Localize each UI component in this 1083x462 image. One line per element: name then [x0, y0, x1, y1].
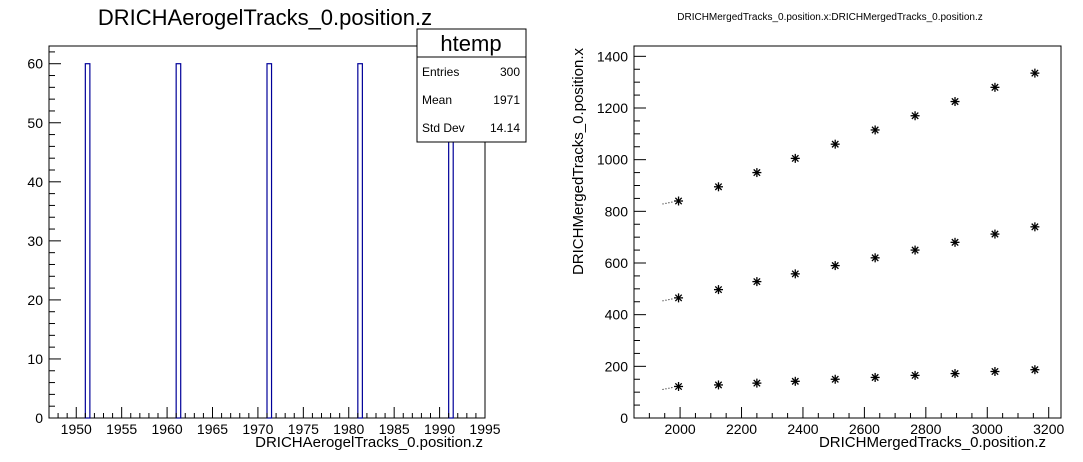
scatter-points [662, 68, 1040, 391]
histogram-y-tick-label: 40 [27, 174, 43, 190]
histogram-x-axis: 1950 1955 1960 1965 1970 1975 1980 1985 1990 1995 [48, 407, 501, 437]
scatter-point-s0-8 [990, 82, 1000, 92]
histogram-bar-1 [175, 63, 182, 419]
scatter-point-s0-7 [950, 97, 960, 107]
scatter-point-s2-0 [674, 381, 684, 391]
histogram-bar-2 [266, 63, 273, 419]
histogram-pad: DRICHAerogelTracks_0.position.z 1950 1955… [27, 5, 527, 451]
stats-stddev-label: Std Dev [422, 121, 465, 135]
histogram-bar-3 [357, 63, 363, 419]
scatter-point-s2-7 [950, 369, 960, 379]
scatter-x-tick-label: 3200 [1033, 421, 1064, 437]
scatter-y-tick-label: 400 [605, 307, 629, 323]
scatter-y-tick-label: 200 [605, 358, 629, 374]
scatter-point-s1-0 [674, 293, 684, 303]
histogram-x-tick-label: 1960 [152, 421, 183, 437]
scatter-y-axis-label: DRICHMergedTracks_0.position.x [570, 48, 587, 276]
histogram-y-tick-label: 60 [27, 56, 43, 72]
histogram-x-tick-label: 1980 [333, 421, 364, 437]
scatter-point-s1-5 [870, 253, 880, 263]
scatter-point-s1-9 [1030, 222, 1040, 232]
scatter-point-s0-2 [752, 168, 762, 178]
scatter-point-s1-4 [830, 261, 840, 271]
scatter-point-s1-7 [950, 237, 960, 247]
histogram-x-tick-label: 1955 [106, 421, 137, 437]
scatter-title: DRICHMergedTracks_0.position.x:DRICHMerg… [677, 12, 982, 23]
histogram-x-tick-label: 1975 [288, 421, 319, 437]
scatter-point-s0-9 [1030, 68, 1040, 78]
scatter-frame [633, 45, 1062, 419]
scatter-point-s2-9 [1030, 365, 1040, 375]
histogram-x-tick-label: 1950 [61, 421, 92, 437]
scatter-point-s1-8 [990, 229, 1000, 239]
histogram-bar-0 [84, 63, 91, 419]
histogram-x-axis-label: DRICHAerogelTracks_0.position.z [255, 434, 483, 451]
scatter-point-s2-3 [790, 376, 800, 386]
scatter-point-s0-6 [910, 111, 920, 121]
scatter-point-s2-6 [910, 370, 920, 380]
scatter-x-tick-label: 2400 [787, 421, 818, 437]
histogram-y-tick-label: 0 [35, 410, 43, 426]
scatter-y-tick-label: 800 [605, 203, 629, 219]
scatter-trail-0 [662, 201, 673, 205]
scatter-point-s0-5 [870, 125, 880, 135]
scatter-point-s1-2 [752, 277, 762, 287]
scatter-y-tick-label: 1200 [597, 100, 628, 116]
scatter-point-s2-8 [990, 367, 1000, 376]
stats-box: htemp Entries 300 Mean 1971 Std Dev 14.1… [416, 28, 527, 143]
scatter-point-s1-3 [790, 269, 800, 279]
scatter-y-tick-label: 1000 [597, 152, 628, 168]
stats-stddev-value: 14.14 [490, 121, 520, 135]
scatter-point-s2-5 [870, 372, 880, 382]
scatter-point-s2-1 [713, 380, 723, 390]
histogram-x-tick-label: 1990 [424, 421, 455, 437]
scatter-x-tick-label: 2800 [910, 421, 941, 437]
scatter-point-s2-2 [752, 378, 762, 388]
scatter-y-tick-label: 600 [605, 255, 629, 271]
histogram-y-tick-label: 50 [27, 115, 43, 131]
stats-entries-value: 300 [500, 65, 520, 79]
scatter-x-tick-label: 3000 [972, 421, 1003, 437]
scatter-point-s2-4 [830, 374, 840, 384]
scatter-y-tick-label: 1400 [597, 48, 628, 64]
histogram-y-tick-label: 20 [27, 292, 43, 308]
histogram-y-tick-label: 30 [27, 233, 43, 249]
scatter-y-axis: 0 200 400 600 800 1000 1200 1400 [597, 48, 646, 426]
scatter-trail-2 [662, 386, 673, 390]
stats-box-title: htemp [440, 31, 501, 56]
scatter-point-s0-1 [713, 182, 723, 192]
histogram-y-tick-label: 10 [27, 351, 43, 367]
histogram-x-tick-label: 1985 [379, 421, 410, 437]
histogram-bars [84, 63, 454, 419]
scatter-point-s1-6 [910, 245, 920, 255]
histogram-x-tick-label: 1970 [242, 421, 273, 437]
stats-mean-label: Mean [422, 93, 452, 107]
scatter-x-axis: 2000 2200 2400 2600 2800 3000 3200 [633, 407, 1064, 437]
scatter-x-tick-label: 2200 [726, 421, 757, 437]
scatter-y-tick-label: 0 [620, 410, 628, 426]
scatter-point-s0-0 [674, 196, 684, 206]
stats-entries-label: Entries [422, 65, 459, 79]
histogram-title: DRICHAerogelTracks_0.position.z [98, 5, 432, 30]
scatter-point-s1-1 [713, 285, 723, 295]
histogram-x-tick-label: 1965 [197, 421, 228, 437]
scatter-point-s0-4 [830, 139, 840, 149]
histogram-x-tick-label: 1995 [469, 421, 500, 437]
scatter-point-s0-3 [790, 153, 800, 163]
stats-mean-value: 1971 [493, 93, 520, 107]
histogram-y-axis: 0 10 20 30 40 50 60 [27, 51, 61, 426]
scatter-x-tick-label: 2000 [665, 421, 696, 437]
scatter-x-axis-label: DRICHMergedTracks_0.position.z [819, 434, 1046, 451]
scatter-x-tick-label: 2600 [849, 421, 880, 437]
scatter-pad: DRICHMergedTracks_0.position.x:DRICHMerg… [570, 12, 1064, 451]
scatter-trail-1 [662, 298, 673, 302]
